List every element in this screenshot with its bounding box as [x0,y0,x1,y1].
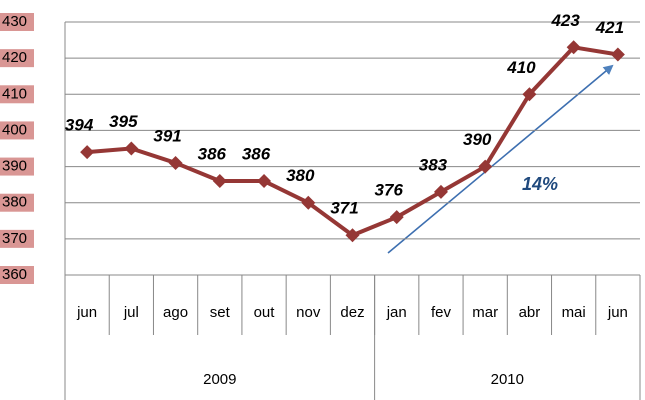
marker [212,174,227,189]
value-label: 371 [330,199,358,218]
marker [478,159,493,174]
y-tick-bg [0,85,34,104]
marker [257,174,272,189]
y-tick-bg [0,13,34,31]
marker [301,195,316,210]
y-tick-bg [0,49,34,68]
marker [124,141,139,156]
y-tick-bg [0,193,34,212]
x-tick-label: jun [76,304,97,321]
y-tick-label: 400 [2,121,27,138]
x-tick-label: jul [123,304,139,321]
x-tick-label: nov [296,304,321,321]
value-label: 421 [595,18,624,37]
trend-arrow [387,64,614,254]
marker [168,155,183,170]
x-tick-label: out [254,304,276,321]
value-label: 386 [198,145,227,164]
y-tick-label: 360 [2,266,27,283]
x-tick-label: mai [562,304,586,321]
y-tick-label: 410 [2,85,27,102]
x-tick-label: jan [386,304,407,321]
value-label: 376 [375,181,404,200]
marker [80,145,95,160]
marker [345,228,360,243]
marker [433,184,448,199]
y-tick-label: 430 [2,13,27,30]
x-tick-label: mar [472,304,498,321]
x-tick-label: abr [519,304,541,321]
y-tick-bg [0,266,34,284]
group-label: 2009 [203,371,236,388]
group-label: 2010 [491,371,524,388]
value-label: 395 [109,112,138,131]
y-tick-bg [0,121,34,140]
value-label: 386 [242,145,271,164]
marker [389,210,404,225]
y-tick-bg [0,229,34,248]
marker [610,47,625,62]
value-label: 383 [419,155,448,174]
x-tick-label: dez [340,304,364,321]
y-tick-label: 380 [2,194,27,211]
y-tick-label: 420 [2,49,27,66]
value-label: 380 [286,166,315,185]
y-tick-bg [0,157,34,176]
value-label: 410 [506,58,536,77]
value-label: 423 [550,11,580,30]
marker [566,40,581,55]
marker [522,87,537,102]
x-tick-label: fev [431,304,452,321]
y-tick-label: 390 [2,158,27,175]
x-tick-label: ago [163,304,188,321]
value-label: 390 [463,130,492,149]
x-tick-label: set [210,304,231,321]
value-label: 394 [65,116,94,135]
x-tick-label: jun [607,304,628,321]
annotation: 14% [522,174,558,194]
y-tick-label: 370 [2,230,27,247]
value-label: 391 [153,126,181,145]
